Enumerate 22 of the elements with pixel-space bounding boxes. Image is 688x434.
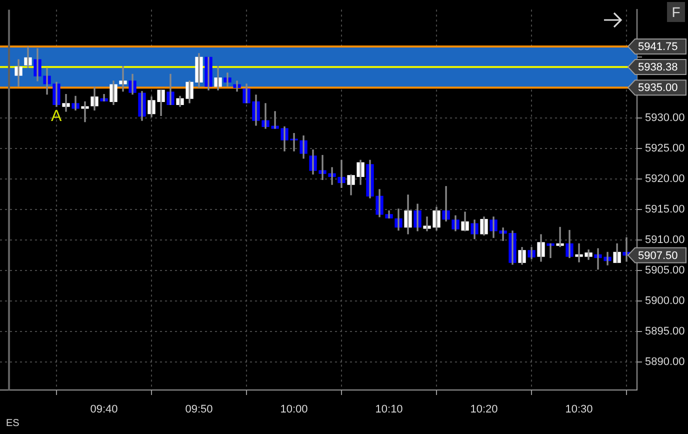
y-tick-label: 5900.00 — [645, 295, 685, 308]
x-tick-label: 10:00 — [280, 404, 308, 416]
annotation: A — [51, 108, 62, 126]
y-tick-label: 5925.00 — [645, 142, 685, 155]
x-tick-label: 10:20 — [470, 404, 498, 416]
y-tick-label: 5930.00 — [645, 112, 685, 124]
x-tick-label: 09:40 — [90, 404, 118, 416]
y-tick-label: 5905.00 — [645, 264, 685, 277]
text: F — [667, 2, 685, 22]
y-tick-label: 5915.00 — [645, 204, 685, 216]
x-tick-label: 10:30 — [565, 404, 593, 416]
y-tick-label: 5895.00 — [645, 326, 685, 338]
y-tick-label: 5920.00 — [645, 173, 685, 186]
ref-line-label: 5935.00 — [638, 82, 678, 94]
ref-line-label: 5941.75 — [638, 41, 678, 54]
x-tick-label: 09:50 — [185, 404, 213, 416]
ref-line-label: 5938.38 — [638, 62, 678, 74]
y-tick-label: 5890.00 — [645, 356, 685, 368]
x-tick-label: 10:10 — [375, 404, 403, 416]
text: 5907.50 — [638, 250, 678, 262]
y-tick-label: 5910.00 — [645, 234, 685, 246]
text: ES — [6, 418, 20, 429]
